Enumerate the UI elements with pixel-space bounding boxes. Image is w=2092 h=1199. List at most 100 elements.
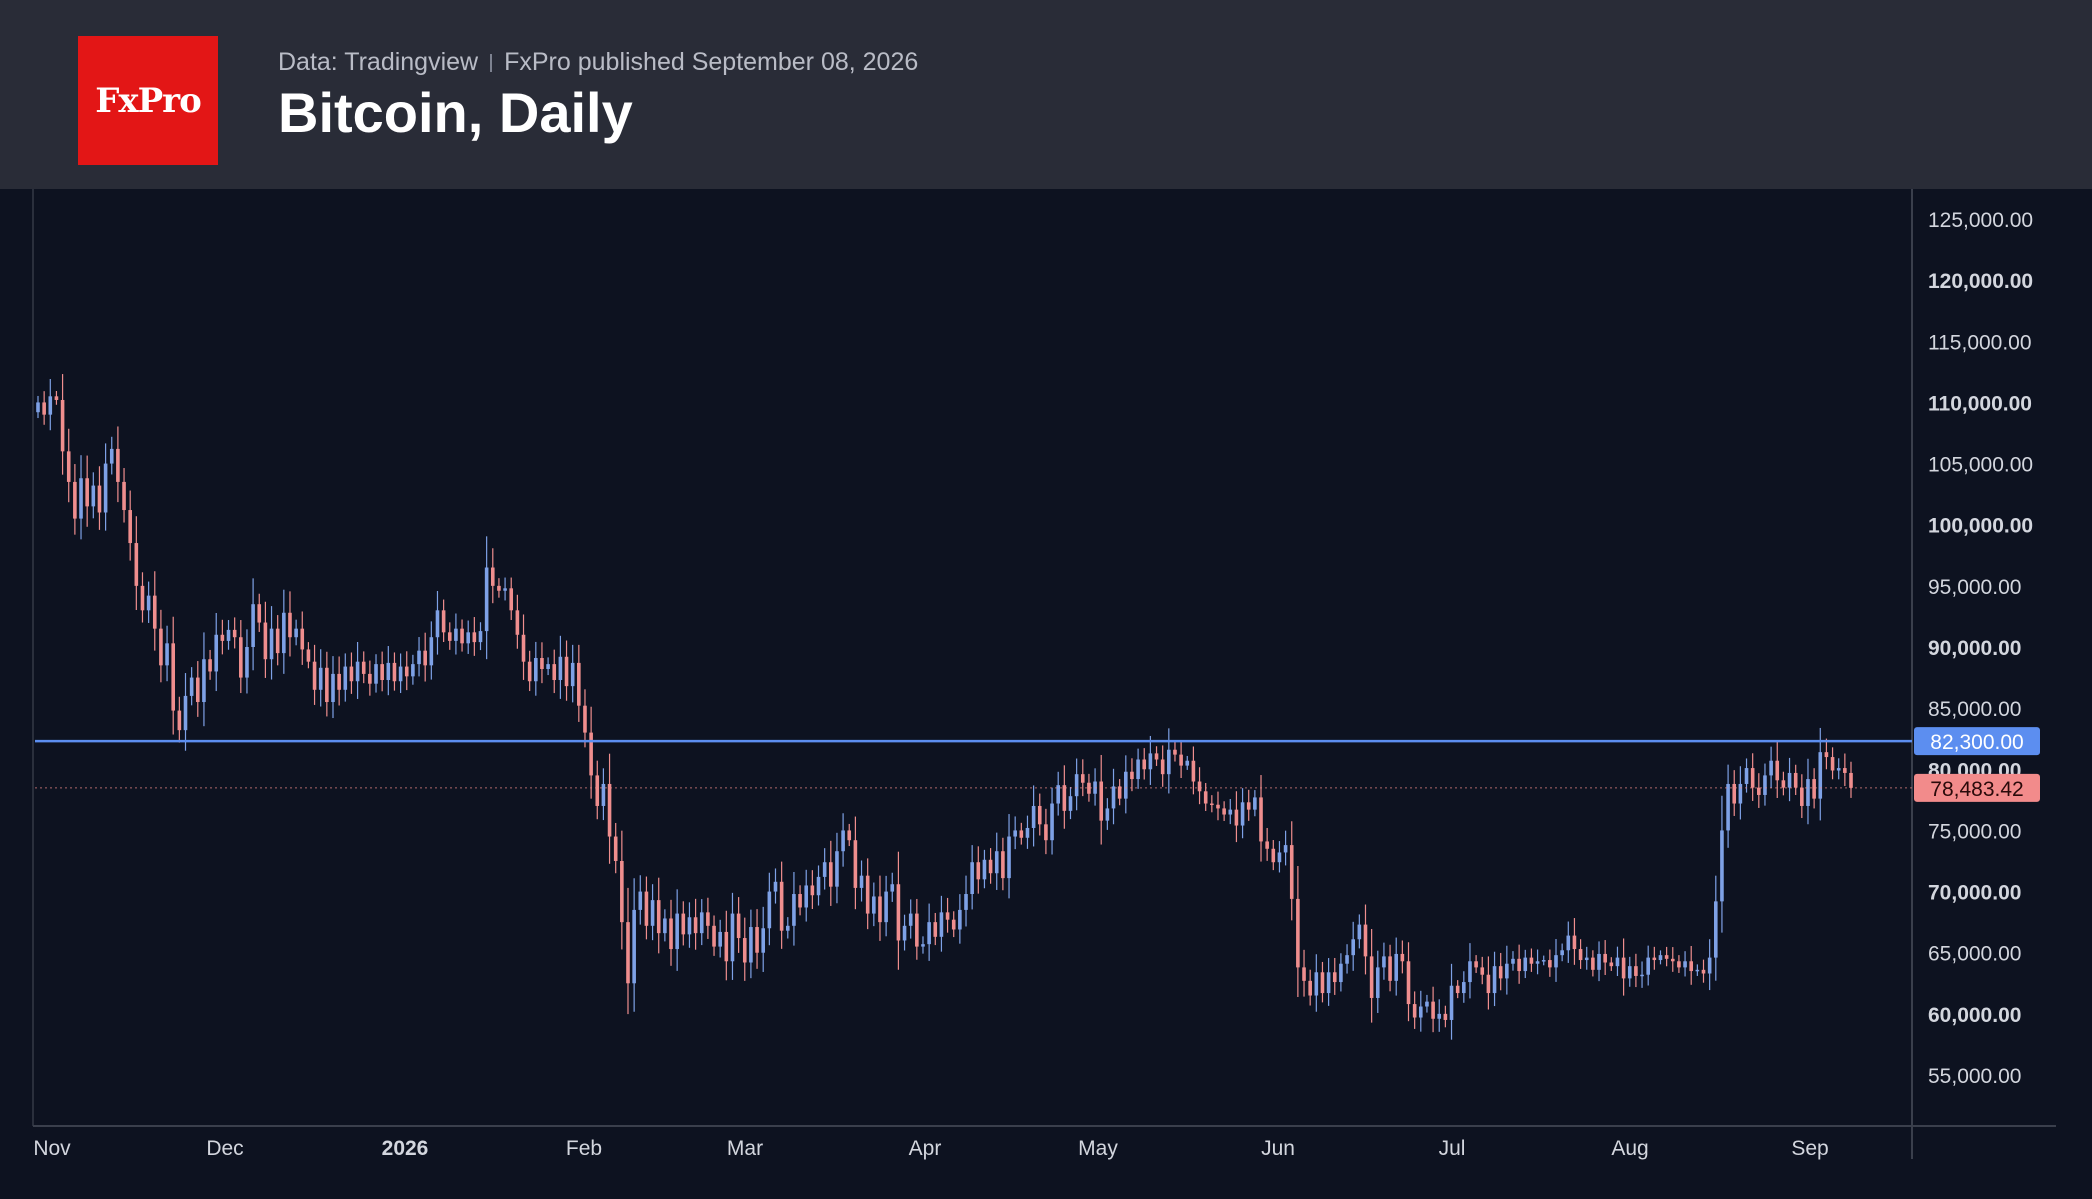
candle-body [865, 875, 870, 914]
candle-body [214, 634, 219, 672]
candle-body [355, 661, 360, 682]
candle-body [939, 912, 944, 937]
candle-body [730, 913, 735, 962]
candle-body [331, 673, 335, 703]
meta-divider [490, 54, 493, 73]
candle-body [699, 912, 704, 934]
candle-body [361, 661, 366, 674]
candle-body [773, 881, 778, 892]
candle-body [1449, 985, 1454, 1020]
candle-body [822, 862, 827, 877]
candle-body [1320, 972, 1325, 994]
candle-body [798, 894, 802, 908]
candle-body [964, 894, 968, 910]
candle-body [1382, 956, 1386, 968]
published-date: FxPro published September 08, 2026 [504, 48, 919, 76]
candle-body [994, 851, 999, 874]
candle-body [232, 629, 237, 638]
candle-body [300, 628, 305, 650]
candle-body [220, 634, 225, 641]
candle-body [1695, 969, 1700, 972]
candle-body [915, 913, 919, 947]
candle-body [1757, 787, 1761, 795]
candle-body [1677, 961, 1681, 968]
candle-body [570, 662, 575, 687]
candle-body [1443, 1013, 1448, 1020]
candle-body [1087, 782, 1091, 794]
candle-body [97, 485, 102, 513]
candle-body [454, 628, 458, 641]
candle-body [466, 632, 471, 644]
candle-body [1007, 836, 1011, 879]
y-tick-label: 120,000.00 [1928, 270, 2033, 293]
candle-body [398, 666, 403, 682]
candle-body [663, 918, 667, 934]
candle-body [1646, 957, 1650, 975]
candle-body [140, 585, 145, 611]
y-tick-label: 70,000.00 [1928, 882, 2021, 905]
candle-body [1836, 768, 1841, 771]
candle-body [1584, 957, 1589, 961]
level-price-label: 82,300.00 [1930, 731, 2023, 754]
candle-body [1228, 809, 1233, 815]
candle-body [306, 649, 311, 662]
candle-body [318, 667, 323, 690]
candle-body [577, 662, 581, 706]
candle-body [1025, 827, 1030, 838]
candle-body [1775, 760, 1780, 781]
candle-body [79, 478, 83, 519]
candle-body [411, 664, 415, 677]
candle-body [1013, 830, 1017, 837]
candle-body [1037, 805, 1042, 825]
candle-body [116, 448, 120, 482]
candle-body [1332, 972, 1337, 983]
candle-body [1640, 974, 1644, 977]
candle-body [165, 643, 169, 666]
candle-body [1627, 966, 1632, 979]
candle-body [1031, 805, 1036, 828]
x-tick-label: Mar [727, 1137, 763, 1160]
candle-body [1363, 924, 1368, 957]
candle-body [816, 876, 821, 896]
candle-body [183, 695, 188, 731]
candle-body [251, 604, 255, 647]
candle-body [552, 664, 557, 681]
candle-body [1283, 845, 1288, 853]
candle-body [122, 481, 126, 511]
candle-body [669, 918, 673, 950]
data-source: Data: Tradingview [278, 48, 479, 76]
candle-body [1142, 759, 1147, 770]
levels-group [35, 739, 1912, 789]
x-tick-label: Sep [1791, 1137, 1828, 1160]
candle-body [601, 783, 606, 806]
candle-body [1738, 783, 1743, 804]
candle-body [1707, 957, 1712, 974]
header-meta: Data: Tradingview FxPro published Septemb… [278, 48, 918, 77]
candle-body [325, 667, 329, 703]
last-price-label: 78,483.42 [1930, 778, 2023, 801]
candle-body [1468, 961, 1472, 983]
candle-body [1289, 845, 1294, 899]
candle-body [675, 913, 679, 950]
candle-body [171, 643, 176, 711]
candle-body [982, 859, 987, 880]
candle-body [1265, 841, 1269, 849]
candle-body [1326, 972, 1331, 994]
candle-body [177, 710, 182, 731]
candle-body [1750, 768, 1755, 788]
candle-body [1806, 779, 1810, 806]
candle-body [976, 862, 981, 880]
candle-body [1203, 791, 1208, 804]
candle-body [872, 896, 876, 914]
x-tick-label: 2026 [382, 1137, 429, 1160]
x-tick-label: Nov [33, 1137, 71, 1160]
candle-body [417, 650, 421, 665]
candle-body [441, 610, 446, 633]
candle-body [1412, 1004, 1417, 1018]
candle-body [343, 666, 348, 690]
candle-body [349, 666, 354, 682]
header-bar: FxPro Data: Tradingview FxPro published S… [0, 0, 2092, 189]
chart-area: 125,000.00 120,000.00 115,000.00 110,000.00… [0, 189, 2092, 1194]
candle-body [1787, 772, 1792, 788]
candle-body [1124, 771, 1128, 799]
